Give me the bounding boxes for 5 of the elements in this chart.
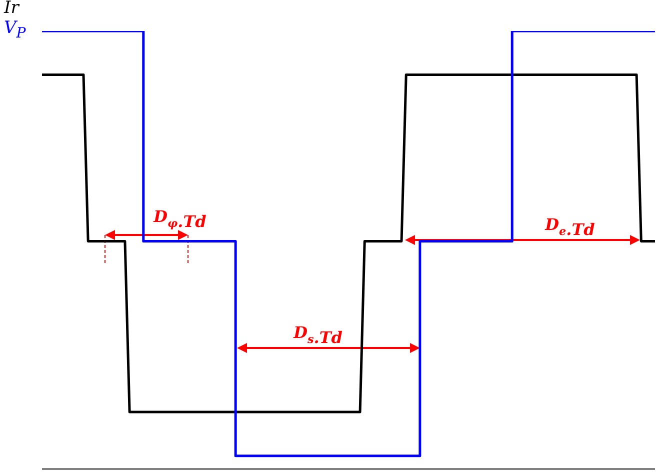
text: Ir (4, 0, 19, 18)
annotation: D$_{s}$.Td (292, 323, 342, 347)
annotation: D$_{φ}$.Td (152, 207, 206, 231)
series-label: V$_{P}$ (4, 18, 26, 42)
annotation: D$_{e}$.Td (544, 215, 595, 239)
